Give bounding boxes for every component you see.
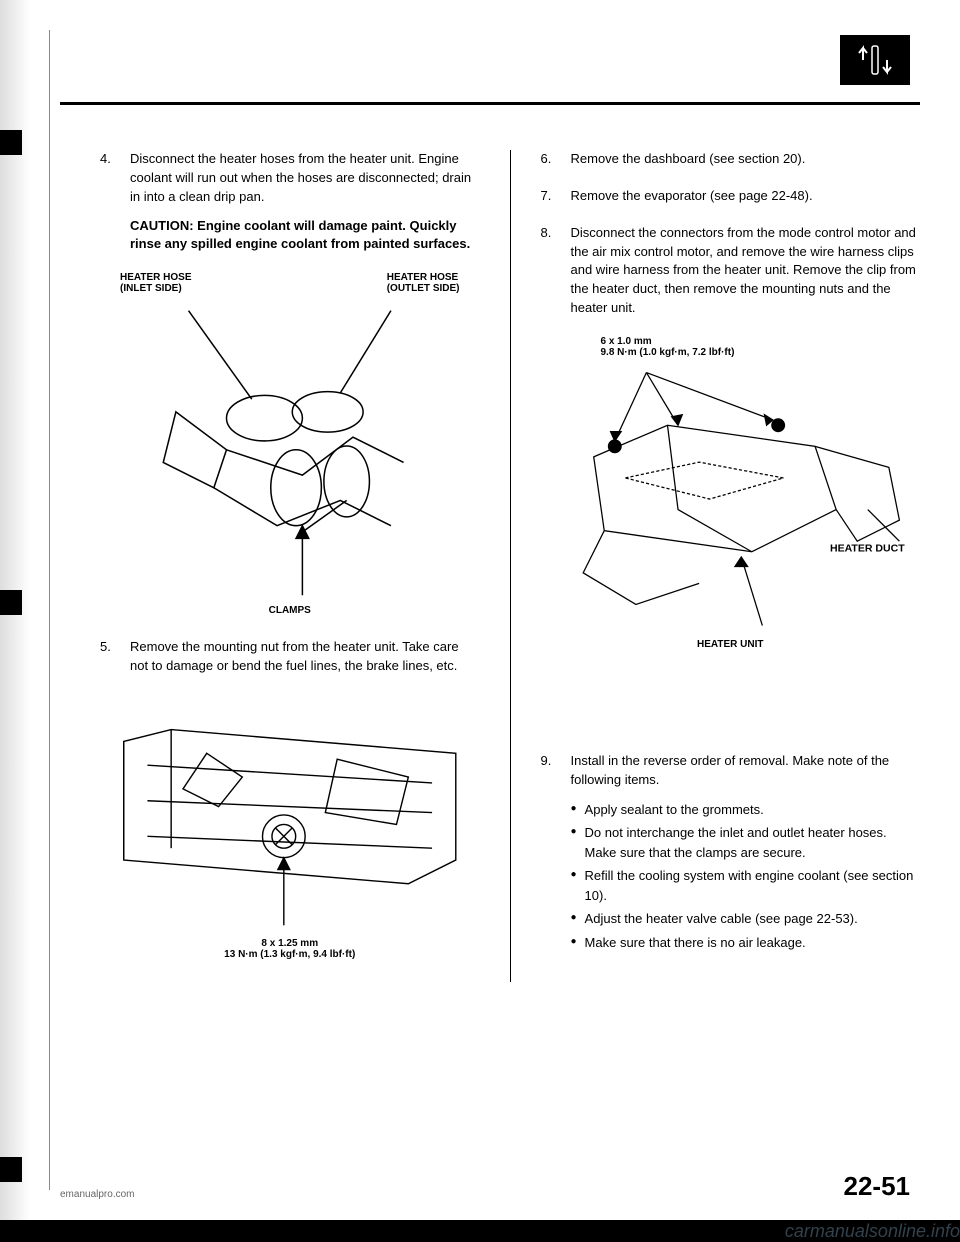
heater-hose-diagram (100, 298, 479, 602)
page-fold (20, 30, 50, 1190)
step-body: Disconnect the heater hoses from the hea… (130, 150, 480, 254)
torque-spec-value: 9.8 N·m (1.0 kgf·m, 7.2 lbf·ft) (541, 347, 921, 358)
step-text: Install in the reverse order of removal.… (571, 753, 890, 787)
step-4: 4. Disconnect the heater hoses from the … (100, 150, 480, 254)
section-icon (840, 35, 910, 85)
footer-source: emanualpro.com (60, 1189, 134, 1200)
binding-tab (0, 1157, 22, 1182)
figure-label: HEATER HOSE (INLET SIDE) (120, 272, 192, 294)
step-text: Remove the evaporator (see page 22-48). (571, 187, 921, 206)
header-rule (60, 102, 920, 105)
page-number: 22-51 (844, 1171, 911, 1202)
page-content: 4. Disconnect the heater hoses from the … (60, 30, 930, 1210)
two-column-layout: 4. Disconnect the heater hoses from the … (100, 150, 920, 982)
figure-mounting-nut: 8 x 1.25 mm 13 N·m (1.3 kgf·m, 9.4 lbf·f… (100, 694, 480, 960)
binding-tab (0, 590, 22, 615)
step-number: 5. (100, 638, 118, 676)
step-text: Remove the dashboard (see section 20). (571, 150, 921, 169)
figure-heater-hose: HEATER HOSE (INLET SIDE) HEATER HOSE (OU… (100, 272, 480, 616)
figure-label: HEATER UNIT (541, 639, 921, 650)
step-text: Disconnect the heater hoses from the hea… (130, 151, 471, 204)
column-divider (510, 150, 511, 982)
step-6: 6. Remove the dashboard (see section 20)… (541, 150, 921, 169)
torque-spec-value: 13 N·m (1.3 kgf·m, 9.4 lbf·ft) (100, 949, 480, 960)
bullet-item: Adjust the heater valve cable (see page … (571, 909, 921, 929)
heater-unit-diagram: HEATER DUCT (541, 362, 920, 636)
figure-label: HEATER DUCT (829, 543, 904, 555)
step-number: 7. (541, 187, 559, 206)
step-number: 4. (100, 150, 118, 254)
figure-label: HEATER HOSE (OUTLET SIDE) (387, 272, 460, 294)
figure-label: CLAMPS (100, 605, 480, 616)
step-7: 7. Remove the evaporator (see page 22-48… (541, 187, 921, 206)
bullet-item: Refill the cooling system with engine co… (571, 866, 921, 905)
step-body: Install in the reverse order of removal.… (571, 752, 921, 956)
step-number: 6. (541, 150, 559, 169)
binding-tab (0, 130, 22, 155)
torque-spec-size: 8 x 1.25 mm (100, 938, 480, 949)
caution-block: CAUTION: Engine coolant will damage pain… (130, 217, 480, 255)
step-5: 5. Remove the mounting nut from the heat… (100, 638, 480, 676)
right-column: 6. Remove the dashboard (see section 20)… (541, 150, 921, 982)
bullet-item: Make sure that there is no air leakage. (571, 933, 921, 953)
mounting-nut-diagram (100, 694, 480, 931)
bullet-item: Do not interchange the inlet and outlet … (571, 823, 921, 862)
step-text: Remove the mounting nut from the heater … (130, 638, 480, 676)
figure-heater-unit: 6 x 1.0 mm 9.8 N·m (1.0 kgf·m, 7.2 lbf·f… (541, 336, 921, 650)
step-text: Disconnect the connectors from the mode … (571, 224, 921, 318)
step-number: 9. (541, 752, 559, 956)
bullet-item: Apply sealant to the grommets. (571, 800, 921, 820)
watermark: carmanualsonline.info (785, 1221, 960, 1242)
left-column: 4. Disconnect the heater hoses from the … (100, 150, 480, 982)
torque-spec-size: 6 x 1.0 mm (541, 336, 921, 347)
bullet-list: Apply sealant to the grommets. Do not in… (571, 800, 921, 953)
caution-label: CAUTION: (130, 218, 194, 233)
step-9: 9. Install in the reverse order of remov… (541, 752, 921, 956)
step-number: 8. (541, 224, 559, 318)
step-8: 8. Disconnect the connectors from the mo… (541, 224, 921, 318)
